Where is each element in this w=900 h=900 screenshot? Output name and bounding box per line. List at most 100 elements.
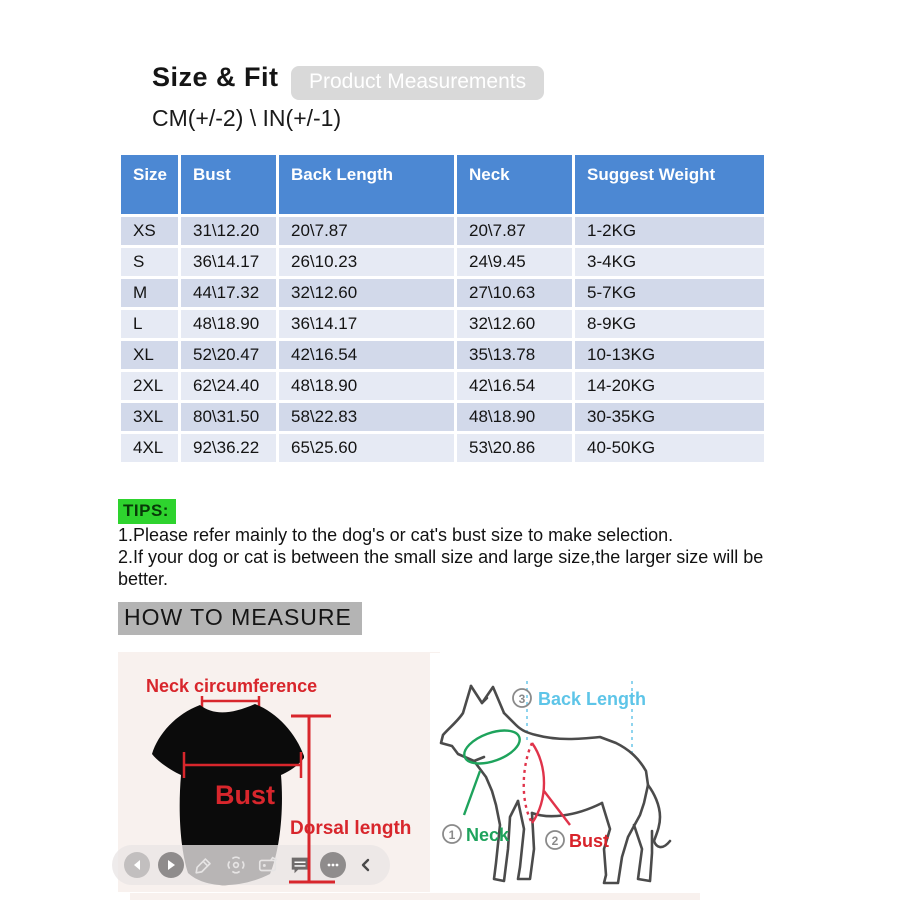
more-button[interactable] <box>320 852 346 878</box>
size-cell: M <box>118 276 181 310</box>
column-header-weight: Suggest Weight <box>572 152 767 217</box>
dog-measure-diagram: 3 Back Length 1 Neck 2 Bust <box>430 653 760 895</box>
size-cell: 4XL <box>118 431 181 465</box>
comment-button[interactable] <box>288 853 312 877</box>
measurement-cell: 32\12.60 <box>454 307 575 341</box>
measurement-cell: 5-7KG <box>572 276 767 310</box>
table-row: S 36\14.17 26\10.23 24\9.45 3-4KG <box>118 245 767 279</box>
floating-toolbar <box>112 845 390 885</box>
neck-circumference-label: Neck circumference <box>146 676 317 696</box>
screenshot-camera-icon <box>258 856 278 872</box>
screenshot-button[interactable] <box>256 853 280 877</box>
measurement-cell: 80\31.50 <box>178 400 279 434</box>
dorsal-length-line <box>289 714 335 884</box>
bust-annotation <box>522 742 571 826</box>
measurement-cell: 3-4KG <box>572 245 767 279</box>
measurement-cell: 20\7.87 <box>276 214 457 248</box>
measurement-cell: 31\12.20 <box>178 214 279 248</box>
measurement-cell: 8-9KG <box>572 307 767 341</box>
shirt-diagram-svg: Neck circumference Bust Dorsal length <box>146 676 411 886</box>
size-cell: XS <box>118 214 181 248</box>
bust-dimension-lines <box>182 752 303 778</box>
size-cell: 3XL <box>118 400 181 434</box>
units-note: CM(+/-2) \ IN(+/-1) <box>152 105 342 131</box>
table-row: 3XL 80\31.50 58\22.83 48\18.90 30-35KG <box>118 400 767 434</box>
column-header-size: Size <box>118 152 181 217</box>
measurement-cell: 20\7.87 <box>454 214 575 248</box>
collapse-toolbar-button[interactable] <box>354 853 378 877</box>
screen-record-button[interactable] <box>224 853 248 877</box>
table-row: XS 31\12.20 20\7.87 20\7.87 1-2KG <box>118 214 767 248</box>
measurement-cell: 36\14.17 <box>276 307 457 341</box>
measurement-cell: 48\18.90 <box>178 307 279 341</box>
how-to-measure-heading: HOW TO MEASURE <box>118 602 362 635</box>
measurement-cell: 1-2KG <box>572 214 767 248</box>
measurement-cell: 44\17.32 <box>178 276 279 310</box>
measurement-cell: 24\9.45 <box>454 245 575 279</box>
measurement-cell: 36\14.17 <box>178 245 279 279</box>
measurement-cell: 40-50KG <box>572 431 767 465</box>
measurement-cell: 52\20.47 <box>178 338 279 372</box>
tip-line-2: 2.If your dog or cat is between the smal… <box>118 547 764 589</box>
measurement-cell: 92\36.22 <box>178 431 279 465</box>
size-table-body: XS 31\12.20 20\7.87 20\7.87 1-2KG S 36\14.17 26… <box>118 214 767 465</box>
play-icon <box>168 860 175 870</box>
table-row: 2XL 62\24.40 48\18.90 42\16.54 14-20KG <box>118 369 767 403</box>
measurement-cell: 10-13KG <box>572 338 767 372</box>
page-title: Size & Fit <box>152 62 279 92</box>
comment-icon <box>291 857 309 874</box>
pen-button[interactable] <box>192 853 216 877</box>
measurement-cell: 53\20.86 <box>454 431 575 465</box>
measurement-cell: 48\18.90 <box>276 369 457 403</box>
back-button[interactable] <box>124 852 150 878</box>
measurement-cell: 27\10.63 <box>454 276 575 310</box>
bottom-strip <box>130 893 700 900</box>
column-header-bust: Bust <box>178 152 279 217</box>
back-length-text: Back Length <box>538 689 646 709</box>
neck-annotation <box>462 729 521 816</box>
screen-record-icon <box>227 856 245 874</box>
tip-line-1: 1.Please refer mainly to the dog's or ca… <box>118 525 674 545</box>
measurement-cell: 30-35KG <box>572 400 767 434</box>
measurement-cell: 14-20KG <box>572 369 767 403</box>
shirt-silhouette <box>152 704 304 886</box>
size-table-header: Size Bust Back Length Neck Suggest Weigh… <box>118 152 767 217</box>
bust-label: Bust <box>215 780 275 810</box>
size-cell: L <box>118 307 181 341</box>
table-row: L 48\18.90 36\14.17 32\12.60 8-9KG <box>118 307 767 341</box>
dog-bust-number: 2 <box>552 834 559 848</box>
table-row: XL 52\20.47 42\16.54 35\13.78 10-13KG <box>118 338 767 372</box>
measurement-cell: 32\12.60 <box>276 276 457 310</box>
measurement-cell: 42\16.54 <box>454 369 575 403</box>
table-row: 4XL 92\36.22 65\25.60 53\20.86 40-50KG <box>118 431 767 465</box>
column-header-back: Back Length <box>276 152 457 217</box>
more-dots-icon <box>327 863 339 867</box>
back-length-callout: 3 Back Length <box>512 688 646 709</box>
dog-bust-callout: 2 Bust <box>545 830 609 851</box>
size-cell: 2XL <box>118 369 181 403</box>
measurement-cell: 62\24.40 <box>178 369 279 403</box>
measurement-cell: 42\16.54 <box>276 338 457 372</box>
measurement-cell: 48\18.90 <box>454 400 575 434</box>
back-length-number: 3 <box>519 692 526 706</box>
neck-number: 1 <box>449 828 456 842</box>
size-cell: S <box>118 245 181 279</box>
chevron-left-icon <box>361 858 370 872</box>
neck-text: Neck <box>466 825 510 845</box>
dog-diagram-svg: 3 Back Length 1 Neck 2 Bust <box>439 681 672 885</box>
back-icon <box>134 860 140 870</box>
neck-callout: 1 Neck <box>442 824 510 845</box>
product-measurements-badge[interactable]: Product Measurements <box>291 66 545 100</box>
dog-bust-text: Bust <box>569 831 609 851</box>
table-row: M 44\17.32 32\12.60 27\10.63 5-7KG <box>118 276 767 310</box>
play-button[interactable] <box>158 852 184 878</box>
measurement-cell: 58\22.83 <box>276 400 457 434</box>
size-cell: XL <box>118 338 181 372</box>
measurement-cell: 35\13.78 <box>454 338 575 372</box>
measurement-cell: 65\25.60 <box>276 431 457 465</box>
tips-label: TIPS: <box>118 499 176 524</box>
dorsal-length-label: Dorsal length <box>290 818 411 839</box>
pen-icon <box>195 858 211 874</box>
measurement-cell: 26\10.23 <box>276 245 457 279</box>
